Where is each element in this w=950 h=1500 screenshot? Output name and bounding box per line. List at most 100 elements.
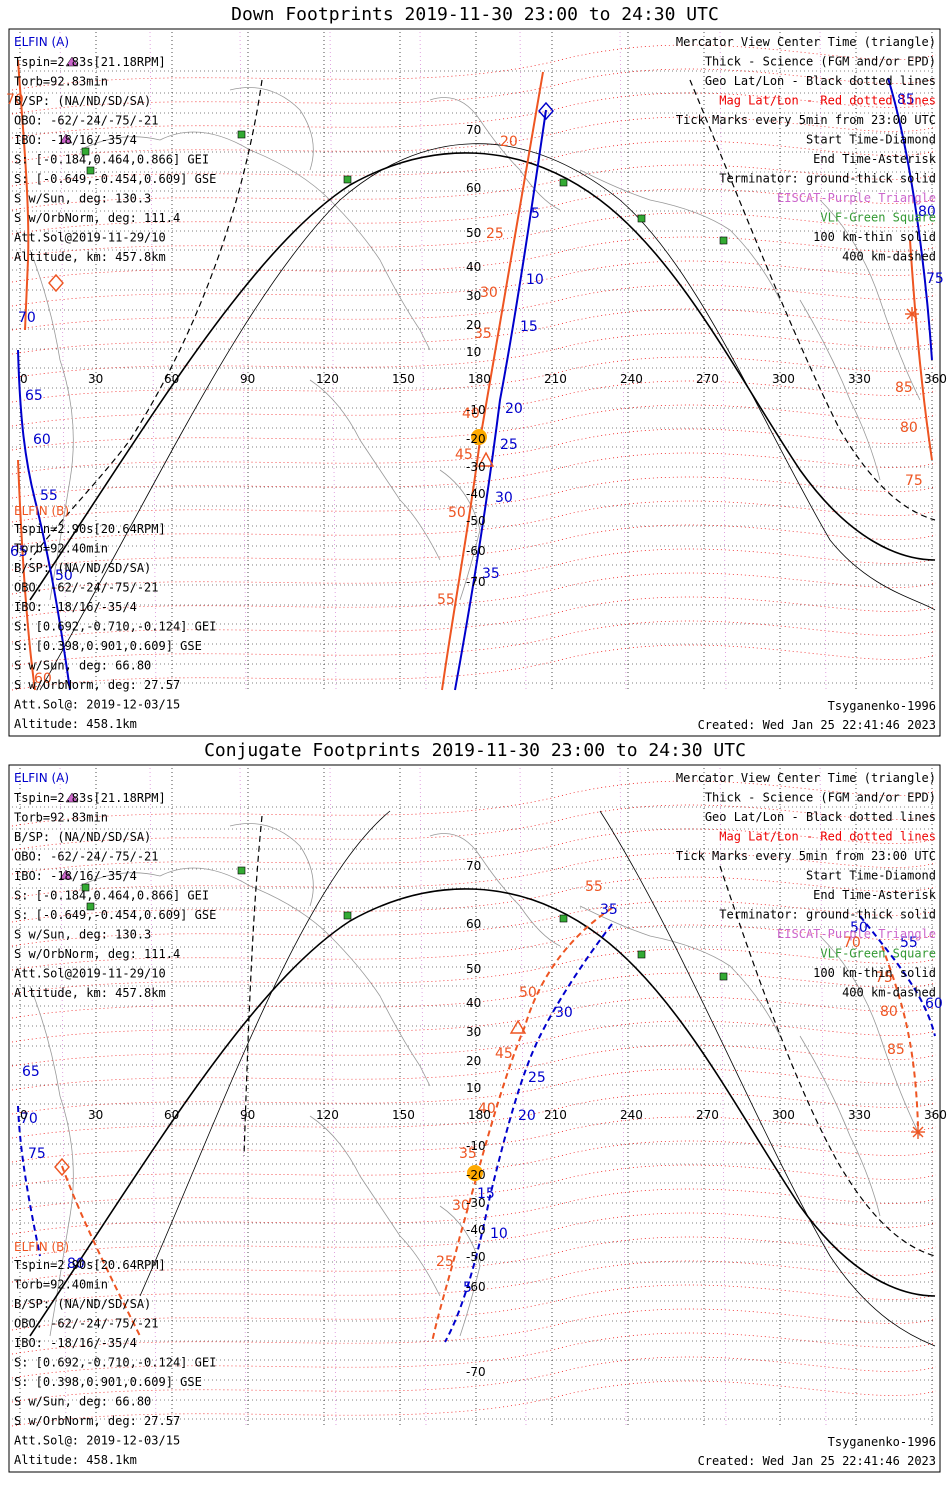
mag-lat-label: 70	[18, 310, 36, 326]
lon-tick-label: 0	[20, 1108, 28, 1122]
lon-tick-label: 30	[88, 372, 103, 386]
elfin-b-info: B/SP: (NA/ND/SD/SA)	[14, 1297, 151, 1311]
lon-tick-label: 90	[240, 372, 255, 386]
lat-tick-label: 20	[466, 1054, 481, 1068]
elfin-a-title: ELFIN (A)	[14, 771, 69, 785]
terminator-line	[29, 888, 936, 1337]
elfin-b-tick-label: 55	[585, 879, 603, 895]
asterisk-icon	[905, 307, 919, 321]
elfin-b-info: IBO: -18/16/-35/4	[14, 1336, 137, 1350]
elfin-b-tick-label: 30	[452, 1198, 470, 1214]
elfin-a-tick-label: 15	[477, 1186, 495, 1202]
elfin-a-info: S: [-0.184,0.464,0.866] GEI	[14, 889, 209, 903]
model-label: Tsyganenko-1996	[828, 1435, 936, 1449]
elfin-b-info: S w/Sun, deg: 66.80	[14, 659, 151, 673]
elfin-a-info: S: [-0.184,0.464,0.866] GEI	[14, 153, 209, 167]
lat-tick-label: 60	[466, 917, 481, 931]
elfin-a-info: Altitude, km: 457.8km	[14, 986, 166, 1000]
elfin-a-info: OBO: -62/-24/-75/-21	[14, 850, 159, 864]
elfin-b-tick-label: 50	[448, 505, 466, 521]
legend-item: 100 km-thin solid	[813, 966, 936, 980]
legend-item: 400 km-dashed	[842, 250, 936, 264]
elfin-b-info: S: [0.692,-0.710,-0.124] GEI	[14, 1356, 216, 1370]
sun-icon	[467, 1165, 483, 1181]
lat-tick-label: -40	[466, 487, 486, 501]
lat-tick-label: -30	[466, 460, 486, 474]
mag-lon-line	[239, 31, 247, 691]
mag-lat-label: 75	[875, 970, 893, 986]
mag-lon-line	[419, 767, 427, 1427]
elfin-b-info: S w/Sun, deg: 66.80	[14, 1395, 151, 1409]
elfin-b-tick-label: 35	[474, 326, 492, 342]
lat-tick-label: 40	[466, 996, 481, 1010]
legend-item: EISCAT-Purple Triangle	[777, 927, 936, 941]
vlf-stations	[81, 130, 728, 245]
elfin-b-info: OBO: -62/-24/-75/-21	[14, 1317, 159, 1331]
eiscat-icon	[65, 56, 79, 67]
terminator-400km-west	[29, 79, 263, 561]
lat-tick-label: -50	[466, 1250, 486, 1264]
elfin-a-tick-label: 35	[600, 902, 618, 918]
legend-item: VLF-Green Square	[820, 211, 936, 225]
elfin-a-info: B/SP: (NA/ND/SD/SA)	[14, 94, 151, 108]
lat-tick-label: -30	[466, 1196, 486, 1210]
legend-item: Start Time-Diamond	[806, 869, 936, 883]
elfin-b-info: Altitude: 458.1km	[14, 1453, 137, 1467]
elfin-b-info: S: [0.398,0.901,0.609] GSE	[14, 639, 202, 653]
terminator-400km-east	[719, 865, 936, 1257]
elfin-a-tick-label: 30	[555, 1005, 573, 1021]
elfin-b-track-west-low	[17, 459, 36, 691]
map-panel-down: 5101520253035202530354045505585807570656…	[6, 28, 947, 737]
mag-lat-label: 75	[905, 473, 923, 489]
legend-item: Geo Lat/Lon - Black dotted lines	[705, 74, 936, 88]
mag-lat-label: 70	[843, 935, 861, 951]
legend-item: Mag Lat/Lon - Red dotted lines	[719, 94, 936, 108]
mag-lon-line	[519, 31, 527, 691]
elfin-b-info: B/SP: (NA/ND/SD/SA)	[14, 561, 151, 575]
mag-lon-line	[329, 767, 337, 1427]
panel-title-conjugate: Conjugate Footprints 2019-11-30 23:00 to…	[204, 740, 746, 761]
lon-tick-label: 330	[848, 372, 871, 386]
elfin-a-info: S: [-0.649,-0.454,0.609] GSE	[14, 172, 216, 186]
mag-lon-line	[619, 767, 627, 1427]
mag-lat-label: 55	[900, 935, 918, 951]
elfin-a-info: S w/Sun, deg: 130.3	[14, 192, 151, 206]
lat-tick-label: -60	[466, 1280, 486, 1294]
mag-lat-label: 85	[895, 380, 913, 396]
elfin-b-track-west	[17, 59, 30, 331]
mag-lat-label: 75	[28, 1146, 46, 1162]
legend-item: End Time-Asterisk	[813, 152, 937, 166]
legend-item: Mercator View Center Time (triangle)	[676, 35, 936, 49]
terminator-100km	[39, 143, 936, 691]
diamond-icon	[48, 273, 64, 293]
legend-item: Terminator: ground-thick solid	[719, 172, 936, 186]
elfin-a-info: IBO: -18/16/-35/4	[14, 133, 137, 147]
elfin-b-tick-label: 25	[436, 1254, 454, 1270]
elfin-b-track-east	[881, 945, 919, 1127]
elfin-b-info: IBO: -18/16/-35/4	[14, 600, 137, 614]
elfin-b-info: Tspin=2.90s[20.64RPM]	[14, 522, 166, 536]
elfin-b-tick-label: 40	[462, 406, 480, 422]
terminator-100km-east	[599, 810, 936, 1347]
lat-tick-label: -20	[466, 432, 486, 446]
mag-lat-label: 70	[20, 1111, 38, 1127]
lon-tick-label: 360	[924, 1108, 947, 1122]
elfin-a-info: Att.Sol@2019-11-29/10	[14, 231, 166, 245]
lat-tick-label: -40	[466, 1223, 486, 1237]
elfin-a-track	[454, 109, 547, 691]
elfin-b-track	[441, 71, 544, 691]
elfin-a-info: Torb=92.83min	[14, 811, 108, 825]
mag-lat-label: 80	[900, 420, 918, 436]
elfin-b-title: ELFIN (B)	[14, 504, 69, 518]
elfin-a-tick-label: 25	[528, 1070, 546, 1086]
legend-item: End Time-Asterisk	[813, 888, 937, 902]
lon-tick-label: 360	[924, 372, 947, 386]
lon-tick-label: 240	[620, 1108, 643, 1122]
mag-lon-line	[719, 31, 727, 691]
lat-tick-label: 70	[466, 859, 481, 873]
legend-item: 400 km-dashed	[842, 986, 936, 1000]
eiscat-icon	[59, 869, 73, 880]
mag-lat-label: 65	[25, 388, 43, 404]
elfin-a-tick-label: 5	[531, 206, 540, 222]
legend-item: 100 km-thin solid	[813, 230, 936, 244]
